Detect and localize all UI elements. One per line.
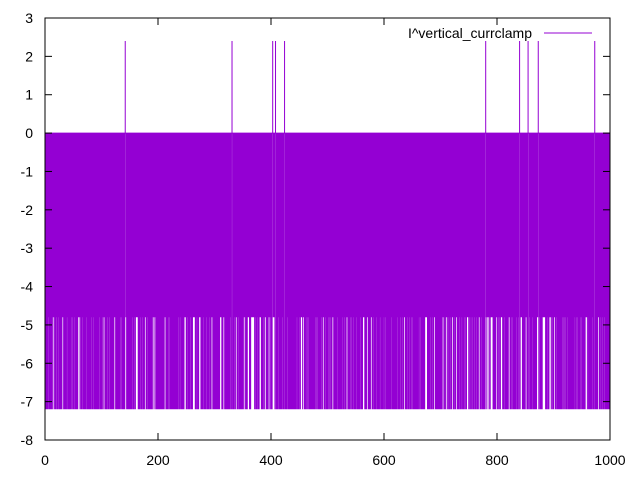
legend-label: I^vertical_currclamp <box>408 25 532 41</box>
x-tick-label: 0 <box>41 452 49 468</box>
x-tick-label: 600 <box>372 452 396 468</box>
x-tick-label: 800 <box>485 452 509 468</box>
plot-frame <box>44 17 611 441</box>
y-tick-label: 0 <box>25 125 33 141</box>
y-tick-label: -4 <box>21 279 34 295</box>
y-tick-label: -7 <box>21 394 34 410</box>
y-tick-label: -1 <box>21 163 34 179</box>
axis-ticks: 0 200 400 600 800 1000 3 2 1 0 -1 -2 -3 -4 -5 -6 -7 -8 <box>21 10 626 468</box>
y-tick-label: 3 <box>25 10 33 26</box>
y-tick-label: -6 <box>21 355 34 371</box>
legend: I^vertical_currclamp <box>408 25 592 41</box>
x-tick-label: 1000 <box>594 452 625 468</box>
y-tick-label: 2 <box>25 48 33 64</box>
series-plot-area <box>44 41 611 410</box>
y-tick-label: -8 <box>21 432 34 448</box>
x-tick-label: 400 <box>259 452 283 468</box>
series-line <box>44 41 611 410</box>
y-tick-label: -5 <box>21 317 34 333</box>
y-tick-label: 1 <box>25 87 33 103</box>
y-tick-label: -3 <box>21 240 34 256</box>
x-tick-label: 200 <box>146 452 170 468</box>
y-tick-label: -2 <box>21 202 34 218</box>
